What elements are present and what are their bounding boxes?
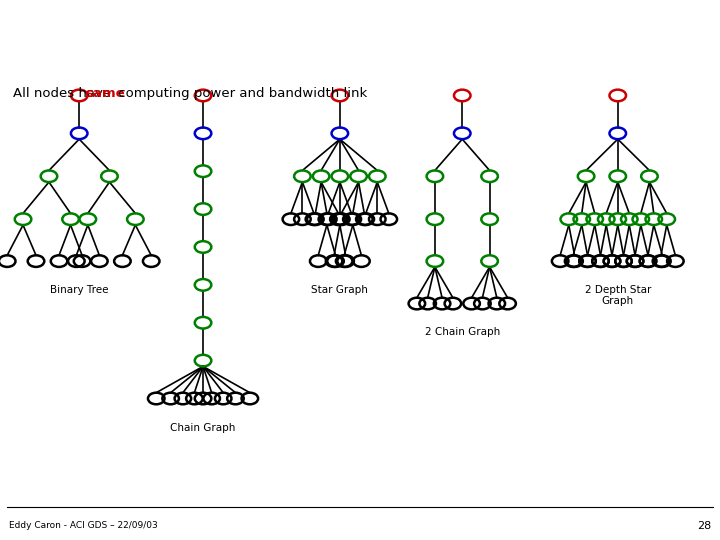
Text: Homogeneous Structures: Homogeneous Structures bbox=[13, 22, 391, 48]
Text: Binary Tree: Binary Tree bbox=[50, 285, 109, 295]
Text: All nodes have: All nodes have bbox=[13, 87, 115, 100]
Text: computing power and bandwidth link: computing power and bandwidth link bbox=[114, 87, 367, 100]
Text: Eddy Caron - ACI GDS – 22/09/03: Eddy Caron - ACI GDS – 22/09/03 bbox=[9, 521, 158, 530]
Text: 2 Chain Graph: 2 Chain Graph bbox=[425, 327, 500, 337]
Text: 28: 28 bbox=[697, 521, 711, 531]
Text: same: same bbox=[85, 87, 125, 100]
Text: Chain Graph: Chain Graph bbox=[171, 423, 235, 433]
Text: Star Graph: Star Graph bbox=[312, 285, 368, 295]
Text: 2 Depth Star
Graph: 2 Depth Star Graph bbox=[585, 285, 651, 306]
